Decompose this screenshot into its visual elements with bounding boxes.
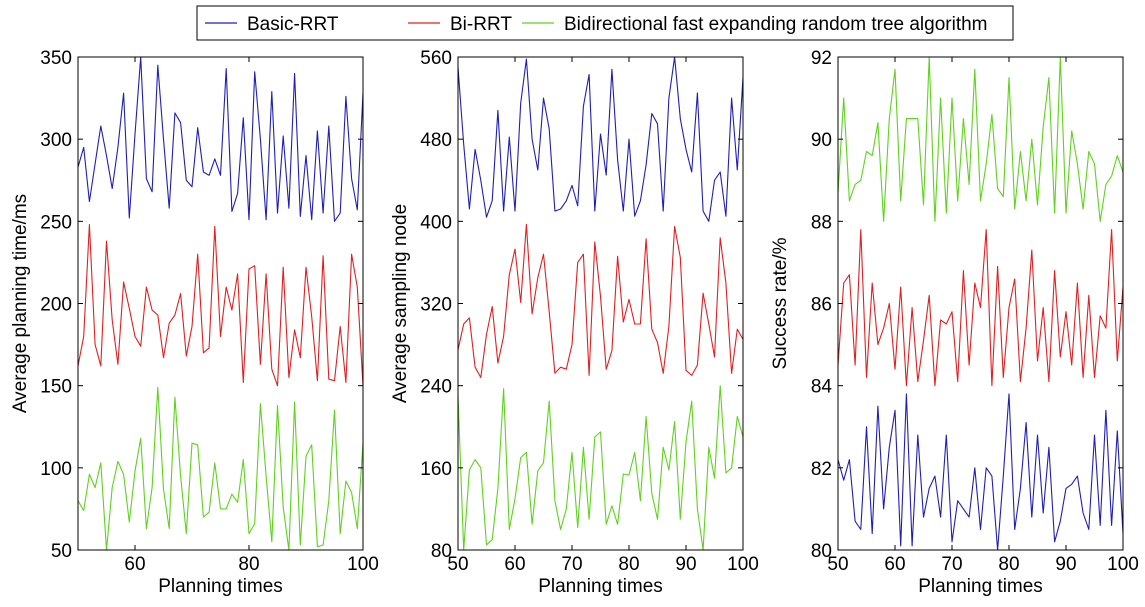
legend-label: Basic-RRT <box>247 14 339 35</box>
y-tick-label: 150 <box>40 377 72 398</box>
y-tick-label: 88 <box>811 212 832 233</box>
y-tick-label: 320 <box>420 295 452 316</box>
y-axis-label: Success rate/% <box>770 237 791 369</box>
legend-label: Bidirectional fast expanding random tree… <box>564 14 988 35</box>
y-tick-label: 84 <box>811 377 833 398</box>
x-tick-label: 90 <box>1055 554 1076 575</box>
x-tick-label: 100 <box>347 554 379 575</box>
y-tick-label: 50 <box>51 541 72 562</box>
x-tick-label: 100 <box>727 554 759 575</box>
series-line <box>78 57 363 222</box>
x-tick-label: 60 <box>124 554 145 575</box>
x-tick-label: 80 <box>998 554 1019 575</box>
y-tick-label: 100 <box>40 459 72 480</box>
x-tick-label: 80 <box>238 554 259 575</box>
y-tick-label: 80 <box>811 541 832 562</box>
y-tick-label: 200 <box>40 295 72 316</box>
x-tick-label: 60 <box>504 554 525 575</box>
axes-frame <box>77 56 364 551</box>
y-tick-label: 86 <box>811 295 832 316</box>
y-tick-label: 480 <box>420 130 452 151</box>
y-tick-label: 92 <box>811 48 832 69</box>
series-line <box>458 385 743 550</box>
series-line <box>78 386 363 550</box>
y-tick-label: 82 <box>811 459 832 480</box>
y-tick-label: 400 <box>420 212 452 233</box>
y-tick-label: 90 <box>811 130 832 151</box>
y-tick-label: 300 <box>40 130 72 151</box>
y-tick-label: 160 <box>420 459 452 480</box>
series-line <box>838 57 1123 222</box>
series-line <box>458 223 743 379</box>
x-tick-label: 70 <box>941 554 962 575</box>
y-tick-label: 240 <box>420 377 452 398</box>
x-axis-label: Planning times <box>158 576 283 597</box>
x-axis-label: Planning times <box>538 576 663 597</box>
axes-frame <box>457 56 744 551</box>
y-tick-label: 560 <box>420 48 452 69</box>
x-axis-label: Planning times <box>918 576 1043 597</box>
y-axis-label: Average planning time/ms <box>10 194 31 413</box>
series-line <box>838 393 1123 550</box>
legend-label: Bi-RRT <box>450 14 512 35</box>
x-tick-label: 50 <box>827 554 848 575</box>
legend: Basic-RRT Bi-RRT Bidirectional fast expand… <box>196 5 1014 41</box>
x-tick-label: 90 <box>675 554 696 575</box>
y-axis-label: Average sampling node <box>390 204 411 403</box>
series-line <box>838 229 1123 387</box>
legend-box <box>196 5 1014 41</box>
y-tick-label: 80 <box>431 541 452 562</box>
x-tick-label: 100 <box>1107 554 1139 575</box>
x-tick-label: 70 <box>561 554 582 575</box>
x-tick-label: 60 <box>884 554 905 575</box>
x-tick-label: 80 <box>618 554 639 575</box>
series-line <box>458 57 743 222</box>
y-tick-label: 350 <box>40 48 72 69</box>
chart-panel-3: 50 60 70 80 90 100 80 82 84 86 88 90 92 Planning time… <box>770 48 1139 597</box>
chart-panel-2: 50 60 70 80 90 100 80 160 240 320 400 480 560 Plannin… <box>390 48 759 597</box>
x-tick-label: 50 <box>447 554 468 575</box>
series-line <box>78 224 363 387</box>
chart-panels: 60 80 100 50 100 150 200 250 300 350 Planning time… <box>10 48 1139 597</box>
y-tick-label: 250 <box>40 212 72 233</box>
chart-panel-1: 60 80 100 50 100 150 200 250 300 350 Planning time… <box>10 48 379 597</box>
